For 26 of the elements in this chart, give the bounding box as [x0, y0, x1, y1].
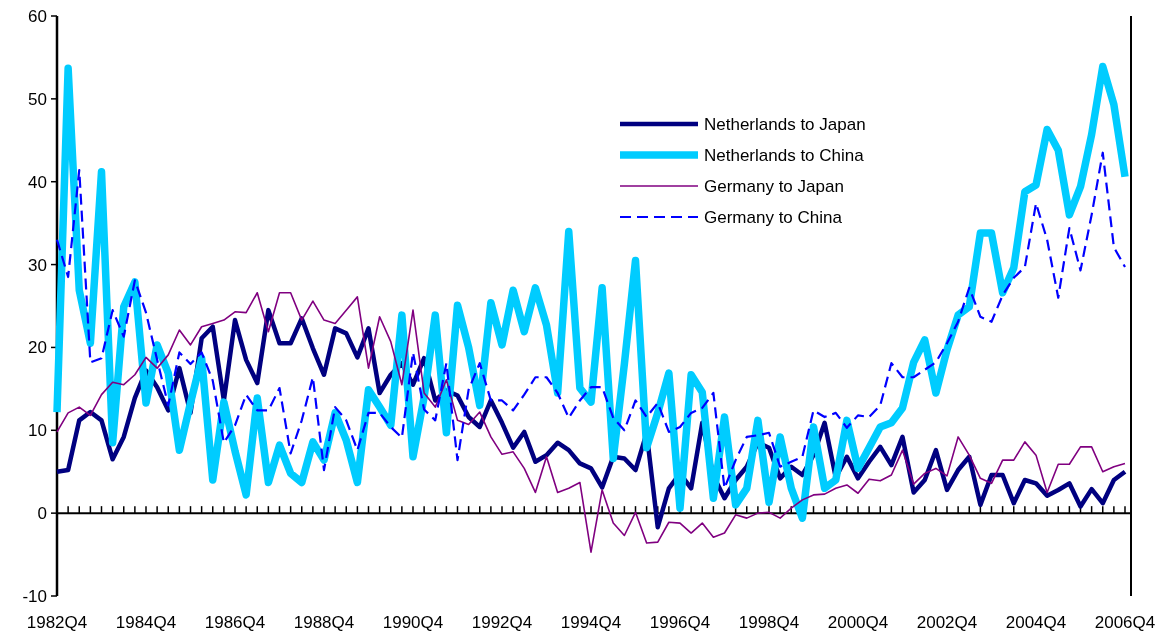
x-tick-label: 1990Q4 — [382, 613, 444, 632]
y-tick-label: 10 — [28, 421, 47, 441]
x-tick-label: 2002Q4 — [916, 613, 978, 632]
legend-label: Netherlands to China — [704, 145, 865, 165]
x-tick-label: 1986Q4 — [204, 613, 266, 632]
legend-label: Netherlands to Japan — [704, 114, 866, 134]
x-tick-label: 1982Q4 — [26, 613, 88, 632]
y-tick-label: 0 — [37, 504, 47, 524]
line-series — [56, 291, 1126, 553]
y-tick-label: 40 — [28, 172, 47, 192]
x-tick-label: 1988Q4 — [293, 613, 355, 632]
y-tick-label: 60 — [28, 6, 47, 26]
x-tick-label: 1984Q4 — [115, 613, 177, 632]
y-tick-label: 20 — [28, 338, 47, 358]
y-tick-label: 50 — [28, 89, 47, 109]
y-tick-label: 30 — [28, 255, 47, 275]
x-tick-label: 1996Q4 — [649, 613, 711, 632]
x-tick-label: 2006Q4 — [1094, 613, 1156, 632]
y-tick-label: -10 — [22, 586, 47, 606]
x-tick-label: 1998Q4 — [738, 613, 800, 632]
x-tick-label: 2000Q4 — [827, 613, 889, 632]
legend-label: Germany to China — [704, 207, 843, 227]
x-tick-label: 1992Q4 — [471, 613, 533, 632]
x-tick-label: 1994Q4 — [560, 613, 622, 632]
legend-label: Germany to Japan — [704, 176, 844, 196]
x-tick-label: 2004Q4 — [1005, 613, 1067, 632]
